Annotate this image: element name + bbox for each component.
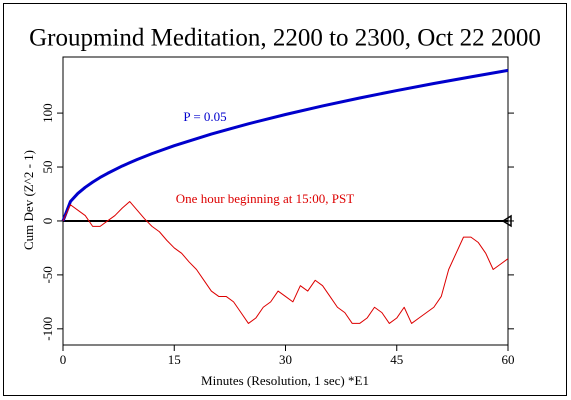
outer-frame (3, 3, 567, 396)
series-line (61, 68, 509, 222)
reference-marker (501, 214, 512, 228)
y-tick-label: 50 (40, 161, 55, 174)
x-tick-label: 60 (502, 352, 515, 367)
y-tick-label: 0 (40, 218, 55, 225)
y-tick-label: -100 (40, 317, 55, 341)
x-tick-label: 30 (279, 352, 292, 367)
annotation: P = 0.05 (183, 109, 226, 124)
series-line (62, 201, 509, 324)
y-tick-label: -50 (40, 266, 55, 283)
y-axis-label: Cum Dev (Z^2 - 1) (21, 150, 36, 250)
y-tick-label: 100 (40, 103, 55, 123)
chart-title: Groupmind Meditation, 2200 to 2300, Oct … (29, 25, 541, 52)
x-axis-label: Minutes (Resolution, 1 sec) *E1 (201, 373, 369, 388)
x-tick-label: 45 (390, 352, 403, 367)
x-tick-label: 15 (168, 352, 181, 367)
x-tick-label: 0 (60, 352, 67, 367)
annotation: One hour beginning at 15:00, PST (176, 191, 354, 206)
